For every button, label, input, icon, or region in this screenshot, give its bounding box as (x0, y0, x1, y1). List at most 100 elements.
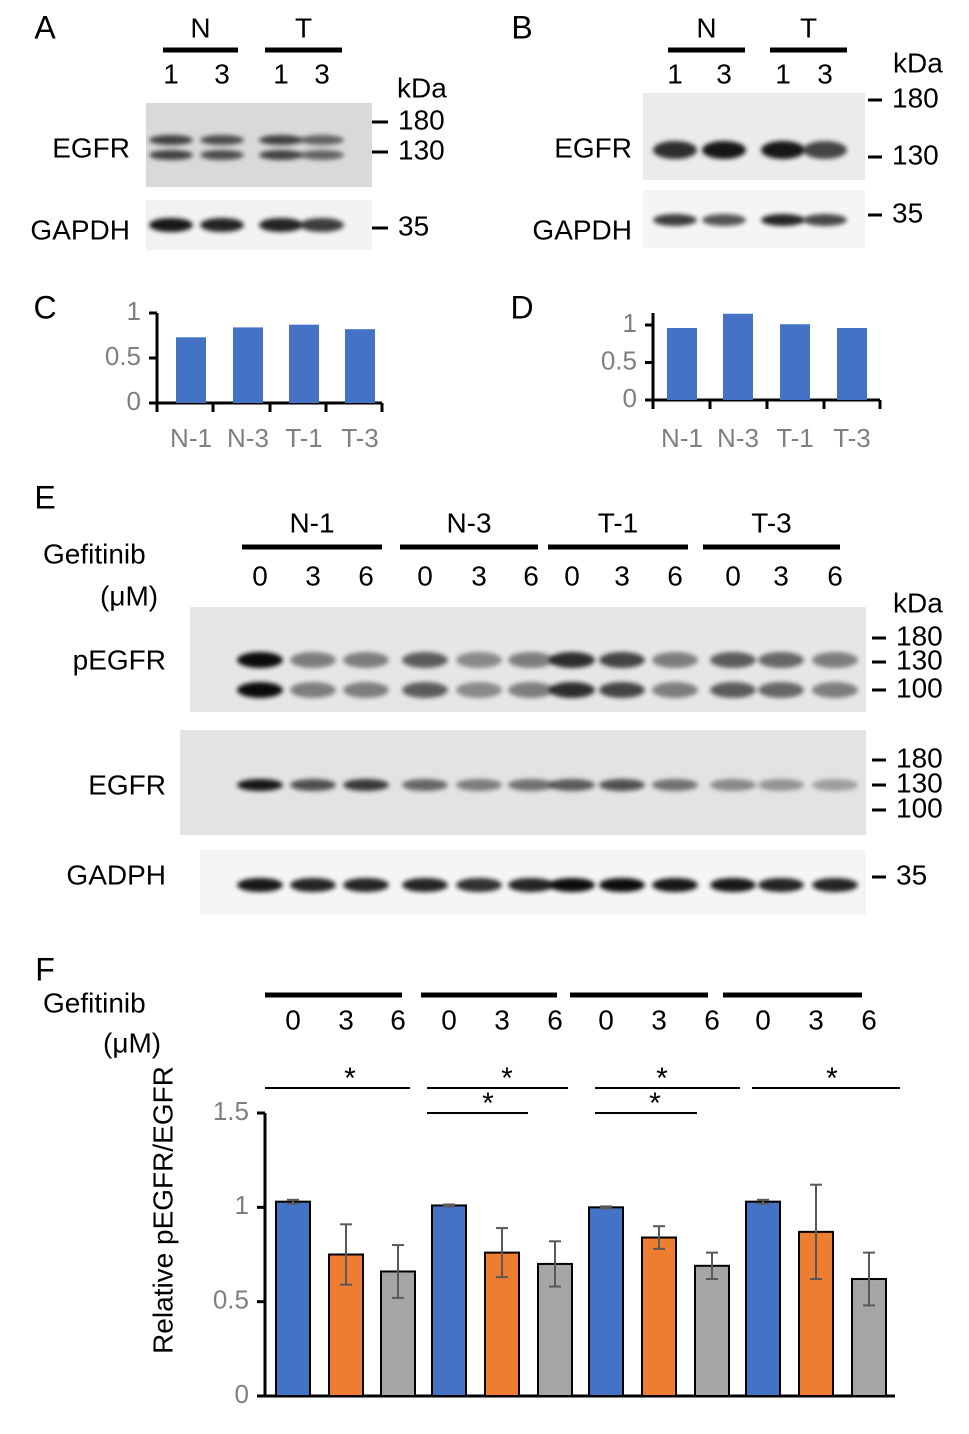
row-label: GAPDH (532, 214, 632, 245)
lane-label: 6 (358, 560, 374, 591)
band (508, 878, 554, 892)
lane-label: 0 (725, 560, 741, 591)
lane-label: 3 (614, 560, 630, 591)
y-axis-title: Relative pEGFR/EGFR (147, 1066, 178, 1354)
panel-letter: B (511, 9, 532, 45)
band (812, 779, 858, 791)
band (402, 652, 448, 668)
band (343, 652, 389, 668)
marker-label: 100 (896, 672, 943, 703)
band (402, 878, 448, 892)
lane-label: 0 (417, 560, 433, 591)
significance-label: * (344, 1062, 356, 1095)
x-tick-label: 6 (390, 1004, 406, 1035)
band (652, 878, 698, 892)
band (259, 135, 303, 145)
bar (233, 327, 263, 403)
band (237, 682, 283, 698)
bar (837, 328, 867, 400)
marker-label: 180 (896, 620, 943, 651)
panel-letter: E (34, 479, 55, 515)
lane-label: 1 (273, 58, 289, 89)
marker-label: 130 (896, 644, 943, 675)
marker-label: 35 (398, 210, 429, 241)
marker-label: 35 (896, 859, 927, 890)
band (761, 214, 805, 226)
lane-label: 3 (214, 58, 230, 89)
band (200, 135, 244, 145)
row-label: GADPH (66, 859, 166, 890)
treatment-unit: (μM) (103, 1027, 161, 1058)
band (803, 214, 847, 226)
lane-label: 3 (305, 560, 321, 591)
band (149, 135, 193, 145)
band (549, 652, 595, 668)
band (456, 779, 502, 791)
x-tick-label: N-3 (717, 423, 759, 453)
band (652, 652, 698, 668)
x-tick-label: N-1 (170, 423, 212, 453)
group-label: T-3 (751, 507, 791, 538)
group-label: T (295, 12, 312, 43)
band (456, 878, 502, 892)
y-tick-label: 1 (623, 308, 637, 338)
band (237, 652, 283, 668)
band (300, 150, 344, 160)
band (549, 878, 595, 892)
y-tick-label: 1 (127, 296, 141, 326)
x-tick-label: 6 (547, 1004, 563, 1035)
x-tick-label: N-1 (661, 423, 703, 453)
x-tick-label: 6 (704, 1004, 720, 1035)
bar (289, 324, 319, 403)
lane-label: 3 (773, 560, 789, 591)
row-label: EGFR (88, 769, 166, 800)
treatment-label: Gefitinib (43, 538, 146, 569)
row-label: EGFR (52, 132, 130, 163)
lane-label: 3 (314, 58, 330, 89)
band (290, 652, 336, 668)
band (508, 779, 554, 791)
band (549, 682, 595, 698)
significance-label: * (826, 1062, 838, 1095)
lane-label: 3 (817, 58, 833, 89)
panel-letter: F (35, 951, 55, 987)
band (812, 878, 858, 892)
x-tick-label: 0 (441, 1004, 457, 1035)
unit-label: kDa (397, 72, 447, 103)
group-label: N-3 (446, 507, 491, 538)
band (812, 652, 858, 668)
x-tick-label: 6 (861, 1004, 877, 1035)
band (290, 878, 336, 892)
x-tick-label: T-1 (776, 423, 814, 453)
bar (667, 328, 697, 400)
band (259, 218, 303, 232)
y-tick-label: 0 (235, 1379, 249, 1409)
y-tick-label: 0.5 (213, 1285, 249, 1315)
bar (641, 1236, 677, 1398)
significance-label: * (482, 1087, 494, 1120)
bar (176, 337, 206, 403)
treatment-label: Gefitinib (43, 987, 146, 1018)
marker-label: 180 (896, 742, 943, 773)
band (456, 652, 502, 668)
band (300, 135, 344, 145)
y-tick-label: 0.5 (105, 341, 141, 371)
marker-label: 180 (398, 104, 445, 135)
panel-letter: D (510, 289, 533, 325)
group-label: N (696, 12, 716, 43)
lane-label: 0 (252, 560, 268, 591)
band (758, 682, 804, 698)
significance-label: * (649, 1087, 661, 1120)
bar (723, 313, 753, 400)
band (237, 779, 283, 791)
panel-letter: A (34, 9, 56, 45)
row-label: GAPDH (30, 214, 130, 245)
marker-label: 100 (896, 792, 943, 823)
x-tick-label: 0 (755, 1004, 771, 1035)
row-label: EGFR (554, 132, 632, 163)
marker-label: 130 (892, 139, 939, 170)
y-tick-label: 0 (127, 386, 141, 416)
band (702, 141, 746, 159)
band (343, 779, 389, 791)
